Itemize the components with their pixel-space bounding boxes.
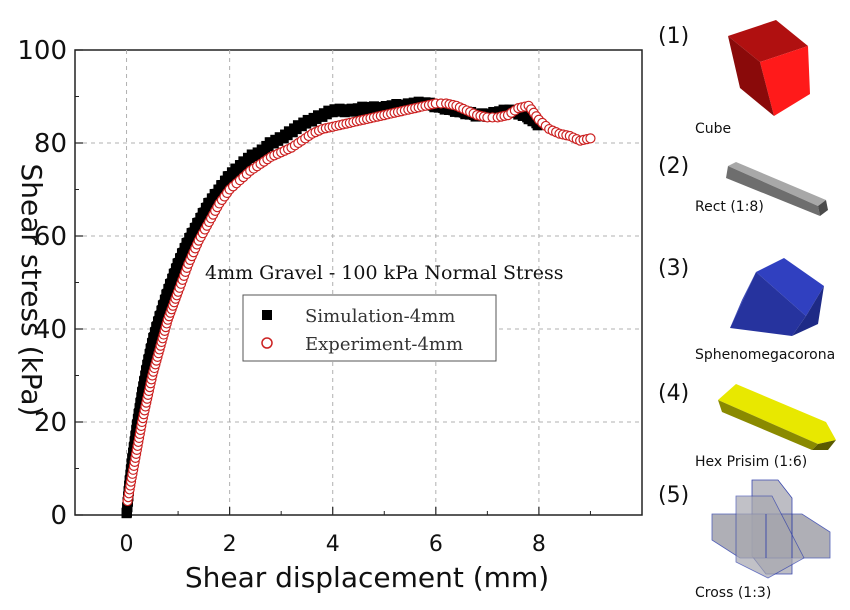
x-tick-label: 6 (429, 532, 443, 557)
shape-3-number: (3) (658, 256, 690, 281)
shape-5-number: (5) (658, 483, 690, 508)
shape-4-number: (4) (658, 381, 690, 406)
y-tick-label: 0 (50, 501, 67, 531)
experiment-point (585, 133, 596, 144)
legend-label-experiment: Experiment-4mm (305, 334, 463, 355)
shape-2-name: Rect (1:8) (695, 199, 764, 215)
y-tick-label: 100 (17, 36, 67, 66)
cross-icon (711, 479, 831, 579)
particle-shapes-panel: (1) Cube (2) Rect (1:8) (3) Sphenomegaco… (650, 0, 850, 610)
x-tick-label: 4 (326, 532, 340, 557)
sphenomegacorona-icon (730, 258, 824, 336)
x-tick-label: 8 (532, 532, 546, 557)
axis-ticks (74, 49, 643, 516)
y-tick-label: 80 (34, 129, 67, 159)
shape-1-name: Cube (695, 121, 732, 137)
x-axis-title: Shear displacement (mm) (185, 561, 549, 594)
x-tick-label: 0 (120, 532, 134, 557)
shear-stress-chart: 0 20 40 60 80 100 0 2 4 6 8 4mm Gravel - 100 kPa … (15, 36, 643, 594)
legend-label-simulation: Simulation-4mm (305, 306, 455, 327)
y-axis-title: Shear stress (kPa) (15, 164, 48, 417)
y-tick-label: 60 (34, 222, 67, 252)
experiment-series (122, 98, 596, 507)
y-tick-label: 40 (34, 315, 67, 345)
y-tick-labels: 0 20 40 60 80 100 (17, 36, 67, 531)
legend: Simulation-4mm Experiment-4mm (242, 294, 497, 362)
x-tick-labels: 0 2 4 6 8 (120, 532, 546, 557)
legend-marker-experiment (261, 337, 273, 349)
rect-prism-icon (726, 162, 828, 216)
legend-marker-simulation (262, 310, 272, 320)
hex-prism-icon (718, 384, 836, 450)
legend-box (242, 294, 497, 362)
shape-2-number: (2) (658, 154, 690, 179)
shape-5-name: Cross (1:3) (695, 585, 772, 601)
shape-4-name: Hex Prisim (1:6) (695, 454, 808, 470)
x-tick-label: 2 (223, 532, 237, 557)
shape-1-number: (1) (658, 24, 690, 49)
shape-3-name: Sphenomegacorona (695, 347, 836, 363)
y-tick-label: 20 (34, 408, 67, 438)
cube-icon (728, 20, 810, 116)
chart-annotation: 4mm Gravel - 100 kPa Normal Stress (205, 262, 564, 284)
